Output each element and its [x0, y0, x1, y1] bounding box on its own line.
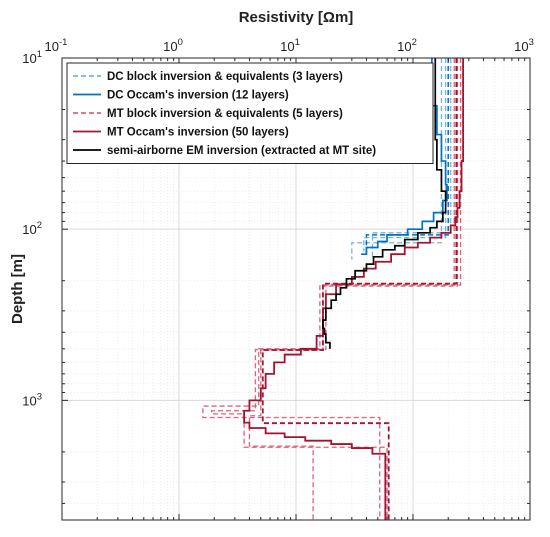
x-tick-label: 100: [163, 37, 183, 54]
x-tick-label: 10-1: [45, 37, 68, 54]
series-line-1: [371, 58, 452, 257]
legend: DC block inversion & equivalents (3 laye…: [66, 62, 434, 164]
x-tick-label: 101: [280, 37, 300, 54]
legend-label: DC Occam's inversion (12 layers): [107, 90, 289, 102]
y-axis-label: Depth [m]: [9, 254, 26, 324]
x-axis-label: Resistivity [Ωm]: [239, 9, 354, 26]
legend-label: DC block inversion & equivalents (3 laye…: [107, 71, 343, 83]
series-line-6: [202, 58, 462, 520]
y-tick-label: 102: [22, 220, 42, 237]
legend-label: MT Occam's inversion (50 layers): [107, 127, 289, 139]
legend-label: semi-airborne EM inversion (extracted at…: [107, 145, 376, 157]
legend-box: [66, 62, 434, 164]
axis-ticks: 10-1 100 101 102 103 101 102 103: [22, 37, 534, 521]
series-line-8: [248, 58, 459, 520]
series-line-11: [322, 58, 447, 349]
series-line-7: [210, 58, 455, 520]
legend-label: MT block inversion & equivalents (5 laye…: [107, 108, 343, 120]
x-tick-label: 102: [397, 37, 417, 54]
plot-series: [202, 58, 464, 520]
gridlines: [61, 57, 530, 521]
y-tick-label: 103: [22, 391, 42, 408]
x-tick-label: 103: [514, 37, 534, 54]
y-tick-label: 101: [22, 49, 42, 66]
series-line-2: [363, 58, 447, 252]
